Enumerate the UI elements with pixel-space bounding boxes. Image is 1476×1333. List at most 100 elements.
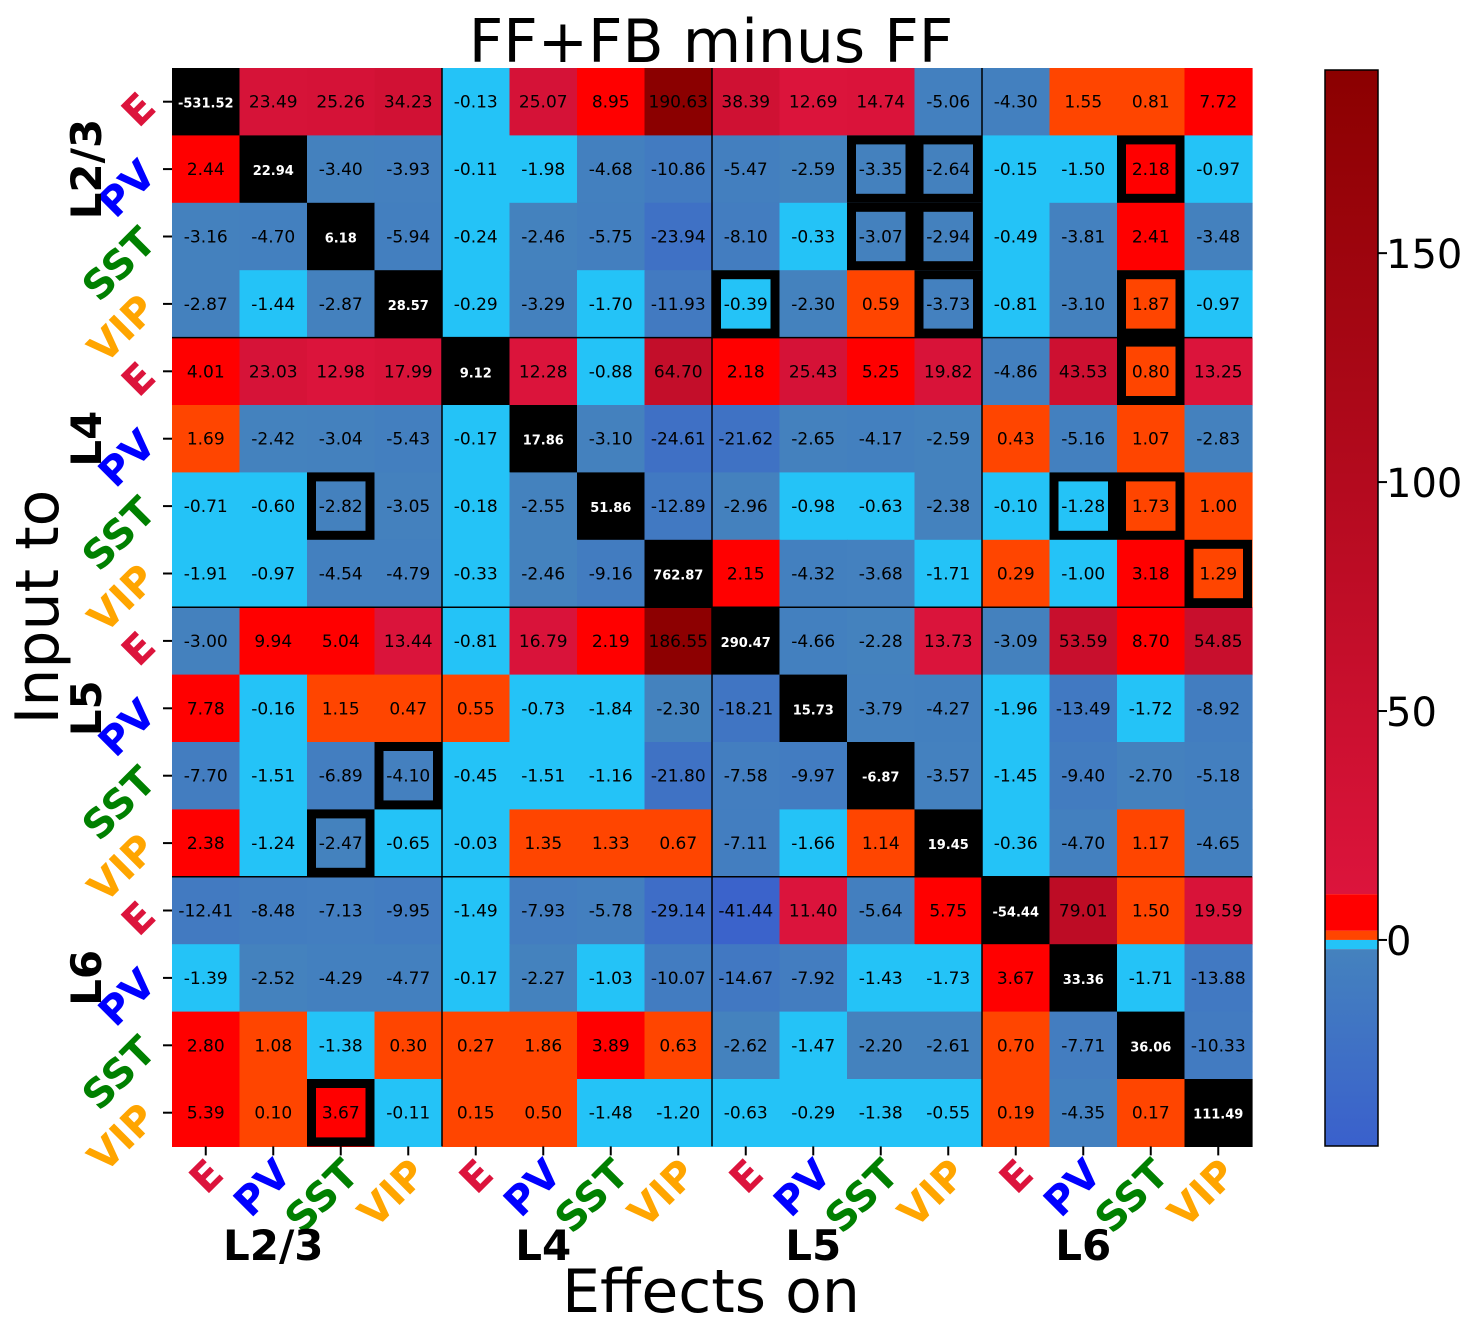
heatmap-cell (307, 539, 376, 608)
heatmap-cell (712, 809, 781, 878)
heatmap-cell (1117, 539, 1186, 608)
cell-value-label: -3.00 (184, 632, 228, 652)
cell-value-label: 0.50 (524, 1104, 562, 1124)
heatmap-cell (307, 944, 376, 1013)
cell-value-label: -2.59 (791, 160, 835, 180)
heatmap-cell (847, 472, 916, 541)
heatmap-cell (1184, 1079, 1253, 1147)
heatmap-cell (1117, 270, 1186, 339)
cell-value-label: -3.10 (1061, 295, 1105, 315)
heatmap-cell (442, 809, 511, 878)
heatmap-cell (442, 405, 511, 473)
cell-value-label: -5.18 (1196, 767, 1240, 787)
cell-value-label: -0.45 (454, 767, 498, 787)
cell-value-label: -1.47 (791, 1036, 835, 1056)
heatmap-cell (712, 1011, 781, 1080)
highlight-box (307, 1079, 375, 1147)
heatmap-cell (307, 876, 376, 945)
cell-value-label: 1.14 (862, 834, 900, 854)
heatmap-cell (847, 202, 916, 271)
cell-value-label: 22.94 (253, 164, 294, 179)
cell-value-label: -1.00 (1061, 565, 1105, 585)
heatmap-cell (509, 674, 578, 743)
heatmap-cell (1184, 539, 1253, 608)
cell-value-label: -5.64 (859, 902, 903, 922)
cell-value-label: 15.73 (793, 703, 834, 718)
cell-value-label: -3.68 (859, 565, 903, 585)
cell-value-label: 2.38 (187, 834, 225, 854)
heatmap-cell (239, 1079, 308, 1147)
y-layer-label: L2/3 (62, 119, 111, 220)
cell-value-label: -23.94 (651, 228, 706, 248)
heatmap-cell (779, 472, 848, 541)
heatmap-cell (509, 876, 578, 945)
heatmap-cell (779, 1011, 848, 1080)
cell-value-label: -2.20 (859, 1036, 903, 1056)
cell-value-label: 25.07 (519, 93, 568, 113)
highlight-box (914, 270, 982, 338)
heatmap-cell (1049, 1011, 1118, 1080)
cell-value-label: 3.67 (322, 1104, 360, 1124)
cell-value-label: 43.53 (1059, 362, 1108, 382)
heatmap-cell (1117, 68, 1186, 136)
heatmap-cell (374, 337, 443, 406)
cell-value-label: 0.29 (997, 565, 1035, 585)
heatmap-cell (172, 1011, 241, 1080)
heatmap-cell (847, 68, 916, 136)
cell-value-label: -6.89 (319, 767, 363, 787)
heatmap-cell (779, 809, 848, 878)
cell-value-label: 290.47 (721, 636, 771, 651)
x-tick-label: E (721, 1151, 773, 1203)
cell-value-label: 13.73 (924, 632, 973, 652)
heatmap-cell (1117, 337, 1186, 406)
cell-value-label: 0.70 (997, 1036, 1035, 1056)
cell-value-label: -4.79 (386, 565, 430, 585)
cell-value-label: -21.62 (718, 430, 773, 450)
heatmap-cell (644, 944, 713, 1013)
heatmap-cell (914, 876, 983, 945)
cell-value-label: -1.84 (589, 699, 633, 719)
cell-value-label: -0.15 (994, 160, 1038, 180)
heatmap-cell (982, 876, 1051, 945)
heatmap-cell (644, 135, 713, 204)
heatmap-cell (982, 539, 1051, 608)
heatmap-cell (1049, 944, 1118, 1013)
heatmap-cell (644, 607, 713, 676)
heatmap-cell (509, 337, 578, 406)
heatmap-cell (712, 202, 781, 271)
cell-value-label: -2.70 (1129, 767, 1173, 787)
heatmap-cell (982, 270, 1051, 339)
cell-value-label: -1.51 (521, 767, 565, 787)
heatmap-cell (1049, 742, 1118, 810)
heatmap-cell (577, 337, 646, 406)
cell-value-label: 3.67 (997, 969, 1035, 989)
heatmap-cell (1117, 135, 1186, 204)
heatmap-cell (847, 405, 916, 473)
heatmap-cell (914, 135, 983, 204)
cell-value-label: 3.89 (592, 1036, 630, 1056)
y-axis-label: Input to (3, 490, 73, 725)
heatmap-cell (982, 809, 1051, 878)
heatmap-cell (982, 607, 1051, 676)
cell-value-label: -2.28 (859, 632, 903, 652)
heatmap-cell (914, 742, 983, 810)
heatmap-cell (1117, 202, 1186, 271)
cell-value-label: -2.96 (724, 497, 768, 517)
cell-value-label: 1.50 (1132, 902, 1170, 922)
heatmap-cell (442, 539, 511, 608)
cell-value-label: 19.59 (1194, 902, 1243, 922)
cell-value-label: -5.43 (386, 430, 430, 450)
cell-value-label: -3.35 (859, 160, 903, 180)
cell-value-label: -0.33 (454, 565, 498, 585)
cell-value-label: -1.71 (926, 565, 970, 585)
cell-value-label: -13.88 (1191, 969, 1246, 989)
heatmap-cell (982, 337, 1051, 406)
cell-value-label: 1.08 (254, 1036, 292, 1056)
cell-value-label: -0.11 (386, 1104, 430, 1124)
highlight-box (847, 202, 915, 271)
heatmap-cell (1049, 674, 1118, 743)
heatmap-cell (374, 539, 443, 608)
cell-value-label: -2.38 (926, 497, 970, 517)
heatmap-cell (442, 270, 511, 339)
heatmap-cell (847, 337, 916, 406)
